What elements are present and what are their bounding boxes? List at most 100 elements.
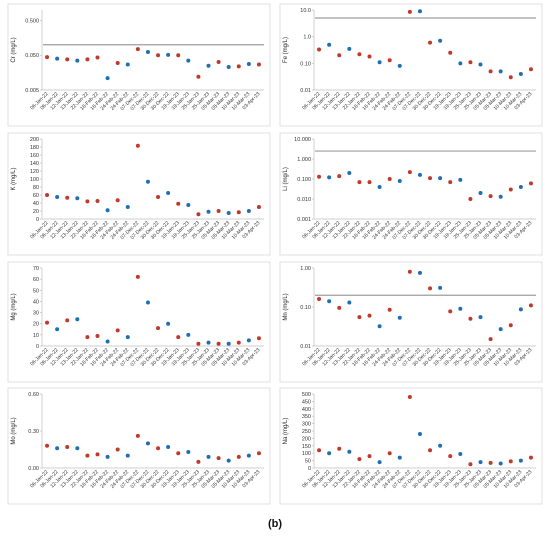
y-tick-label: 0 — [308, 466, 311, 472]
y-tick-label: 0.30 — [28, 429, 39, 435]
data-point — [135, 143, 140, 148]
data-point — [226, 211, 231, 215]
data-point — [95, 333, 100, 338]
data-point — [468, 462, 473, 467]
data-point — [65, 445, 70, 450]
y-tick-label: 0.100 — [297, 177, 311, 183]
data-point — [347, 46, 352, 51]
y-axis-label: Mn (mg/L) — [283, 293, 289, 320]
y-axis-label: K (mg/L) — [11, 167, 17, 190]
data-point — [176, 451, 181, 456]
data-point — [115, 60, 120, 65]
data-point — [186, 203, 191, 207]
data-point — [226, 64, 231, 69]
data-point — [458, 61, 463, 66]
chart-frame — [7, 132, 271, 256]
data-point — [498, 69, 503, 74]
data-point — [357, 315, 362, 320]
y-tick-label: 0.010 — [297, 197, 311, 203]
data-point — [216, 59, 221, 64]
data-point — [105, 76, 110, 81]
chart-frame — [279, 261, 543, 383]
data-point — [166, 52, 171, 57]
data-point — [236, 64, 241, 69]
chart-frame — [7, 3, 271, 127]
data-point — [166, 321, 171, 326]
panel-caption: (b) — [268, 518, 282, 530]
y-tick-label: 0.500 — [25, 18, 39, 24]
data-point — [166, 191, 171, 195]
y-tick-label: 10.000 — [294, 137, 311, 143]
y-tick-label: 350 — [302, 414, 311, 420]
y-tick-label: 0.00 — [28, 466, 39, 472]
y-tick-label: 450 — [302, 399, 311, 405]
data-point — [186, 58, 191, 63]
data-point — [45, 443, 50, 448]
data-point — [448, 180, 453, 185]
data-point — [438, 443, 443, 448]
y-axis-label: Na (mg/L) — [283, 418, 289, 445]
data-point — [458, 451, 463, 456]
data-point — [55, 327, 60, 332]
data-point — [246, 453, 251, 458]
data-point — [387, 177, 392, 181]
data-point — [317, 47, 322, 52]
data-point — [125, 205, 130, 209]
data-point — [135, 47, 140, 52]
data-point — [528, 303, 533, 308]
y-tick-label: 120 — [30, 169, 39, 175]
data-point — [176, 53, 181, 58]
y-tick-label: 40 — [33, 299, 39, 305]
y-tick-label: 60 — [33, 193, 39, 199]
y-axis-label: Mo (mg/L) — [11, 417, 17, 444]
data-point — [156, 53, 161, 58]
data-point — [196, 74, 201, 79]
data-point — [387, 307, 392, 312]
data-point — [347, 170, 352, 175]
data-point — [55, 195, 60, 199]
data-point — [417, 270, 422, 275]
data-point — [367, 54, 372, 59]
y-tick-label: 1.0 — [303, 35, 311, 41]
data-point — [327, 175, 332, 180]
data-point — [417, 431, 422, 436]
data-point — [448, 309, 453, 314]
data-point — [337, 53, 342, 58]
data-point — [448, 50, 453, 55]
data-point — [518, 184, 523, 189]
data-point — [156, 326, 161, 331]
data-point — [206, 63, 211, 68]
data-point — [397, 315, 402, 320]
data-point — [468, 197, 473, 201]
data-point — [417, 9, 422, 14]
data-point — [488, 460, 493, 465]
data-point — [438, 38, 443, 43]
data-point — [85, 453, 90, 458]
data-point — [236, 454, 241, 459]
y-tick-label: 0.005 — [25, 88, 39, 94]
data-point — [428, 448, 433, 453]
data-point — [498, 327, 503, 332]
y-axis-label: Mg (mg/L) — [11, 293, 17, 320]
data-point — [357, 52, 362, 57]
y-tick-label: 1.00 — [300, 266, 311, 272]
y-tick-label: 300 — [302, 422, 311, 428]
y-tick-label: 10 — [33, 333, 39, 339]
y-tick-label: 0.60 — [28, 392, 39, 398]
y-tick-label: 100 — [30, 177, 39, 183]
data-point — [125, 62, 130, 67]
y-tick-label: 0.001 — [297, 217, 311, 223]
data-point — [337, 446, 342, 451]
data-point — [518, 458, 523, 463]
y-tick-label: 60 — [33, 277, 39, 283]
data-point — [407, 269, 412, 274]
data-point — [468, 316, 473, 321]
data-point — [317, 297, 322, 302]
data-point — [478, 62, 483, 67]
chart-frame — [7, 261, 271, 383]
data-point — [367, 180, 372, 185]
data-point — [367, 454, 372, 459]
